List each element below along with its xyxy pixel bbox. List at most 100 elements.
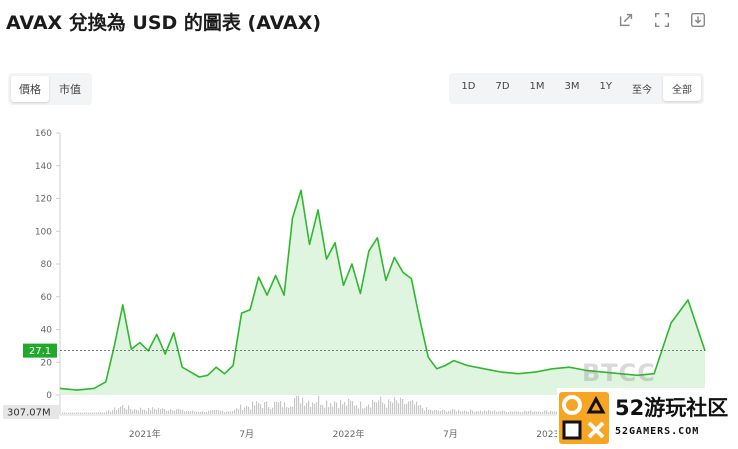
volume-bar xyxy=(338,408,340,414)
volume-bar xyxy=(202,411,204,414)
volume-bar xyxy=(308,400,310,414)
volume-bar xyxy=(398,403,400,414)
volume-bar xyxy=(360,401,362,414)
volume-bar xyxy=(258,403,260,414)
volume-bar xyxy=(336,402,338,414)
volume-bar xyxy=(374,401,376,414)
volume-bar xyxy=(362,408,364,414)
range-all[interactable]: 全部 xyxy=(663,76,701,101)
volume-bar xyxy=(294,398,296,414)
x-tick-label: 7月 xyxy=(239,429,254,440)
download-icon[interactable] xyxy=(688,10,708,30)
volume-bar xyxy=(500,411,502,414)
share-icon[interactable] xyxy=(616,10,636,30)
volume-bar xyxy=(238,409,240,414)
volume-bar xyxy=(72,412,74,414)
volume-bar xyxy=(444,410,446,414)
volume-bar xyxy=(82,412,84,414)
volume-bar xyxy=(140,407,142,414)
volume-bar xyxy=(96,412,98,414)
volume-bar xyxy=(554,411,556,414)
range-1d[interactable]: 1D xyxy=(461,81,476,92)
volume-bar xyxy=(432,410,434,414)
volume-bar xyxy=(318,396,320,414)
volume-bar xyxy=(496,411,498,414)
volume-bar xyxy=(176,409,178,414)
volume-bar xyxy=(300,403,302,414)
volume-bar xyxy=(526,411,528,414)
volume-bar xyxy=(272,407,274,414)
volume-bar xyxy=(492,411,494,414)
volume-bar xyxy=(404,404,406,414)
volume-bar xyxy=(228,411,230,414)
volume-bar xyxy=(494,410,496,414)
volume-bar xyxy=(274,401,276,414)
volume-bar xyxy=(298,396,300,414)
current-price-badge: 27.1 xyxy=(23,343,57,358)
volume-bar xyxy=(538,411,540,414)
volume-bar xyxy=(358,408,360,414)
volume-bar xyxy=(390,401,392,414)
volume-bar xyxy=(162,408,164,414)
tab-price[interactable]: 價格 xyxy=(11,76,49,102)
volume-bar xyxy=(434,409,436,414)
volume-bar xyxy=(216,409,218,414)
volume-bar xyxy=(334,401,336,414)
range-1m[interactable]: 1M xyxy=(529,81,545,92)
volume-bar xyxy=(470,409,472,414)
volume-bar xyxy=(382,402,384,414)
y-tick-label: 60 xyxy=(41,293,53,303)
range-7d[interactable]: 7D xyxy=(495,81,510,92)
volume-bar xyxy=(408,401,410,414)
volume-bar xyxy=(364,408,366,414)
volume-bar xyxy=(378,400,380,414)
volume-bar xyxy=(484,410,486,414)
volume-bar xyxy=(174,410,176,414)
volume-bar xyxy=(198,411,200,414)
volume-bar xyxy=(268,407,270,414)
volume-bar xyxy=(150,410,152,414)
volume-bar xyxy=(128,405,130,414)
volume-bar xyxy=(452,408,454,414)
volume-bar xyxy=(134,409,136,414)
volume-bar xyxy=(324,407,326,414)
fullscreen-icon[interactable] xyxy=(652,10,672,30)
volume-bar xyxy=(286,407,288,414)
volume-bar xyxy=(84,412,86,414)
range-3m[interactable]: 3M xyxy=(564,81,580,92)
site-logo-icon xyxy=(559,392,609,444)
range-1y[interactable]: 1Y xyxy=(599,81,612,92)
volume-bar xyxy=(418,405,420,414)
tab-market-cap[interactable]: 市值 xyxy=(59,83,81,96)
volume-bar xyxy=(206,411,208,414)
volume-bar xyxy=(332,406,334,414)
volume-bar xyxy=(340,400,342,414)
volume-bar xyxy=(306,402,308,414)
volume-bar xyxy=(292,406,294,414)
volume-bar xyxy=(102,412,104,414)
range-ytd[interactable]: 至今 xyxy=(632,85,652,96)
volume-bar xyxy=(160,409,162,414)
volume-bar xyxy=(342,404,344,414)
volume-bar xyxy=(256,401,258,414)
volume-bar xyxy=(254,405,256,414)
volume-bar xyxy=(226,411,228,414)
volume-bar xyxy=(542,411,544,414)
volume-bar xyxy=(126,409,128,414)
volume-bar xyxy=(380,396,382,414)
volume-bar xyxy=(322,405,324,414)
volume-bar xyxy=(94,412,96,414)
volume-bar xyxy=(234,409,236,414)
volume-bar xyxy=(428,409,430,414)
volume-bar xyxy=(386,407,388,414)
volume-bar xyxy=(106,411,108,414)
volume-bar xyxy=(476,411,478,414)
volume-bar xyxy=(130,409,132,414)
volume-bar xyxy=(98,412,100,414)
volume-bar xyxy=(210,410,212,414)
x-tick-label: 2022年 xyxy=(333,428,365,440)
volume-bar xyxy=(372,400,374,414)
volume-bar xyxy=(120,406,122,414)
volume-bar xyxy=(178,408,180,414)
volume-bar xyxy=(88,412,90,414)
